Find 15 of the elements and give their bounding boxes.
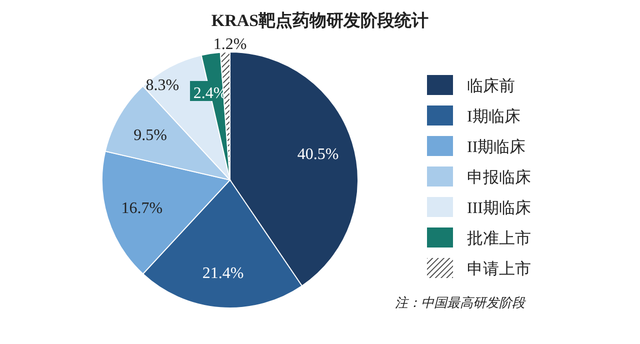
chart-title: KRAS靶点药物研发阶段统计 <box>211 11 429 30</box>
legend-label: 批准上市 <box>467 230 531 248</box>
data-label: 1.2% <box>213 36 247 53</box>
data-label: 16.7% <box>121 200 163 218</box>
legend-label: II期临床 <box>467 138 526 156</box>
data-label: 9.5% <box>134 126 167 144</box>
legend-label: I期临床 <box>467 108 520 126</box>
legend-label: 申报临床 <box>467 168 531 186</box>
legend-label: 临床前 <box>467 77 515 95</box>
text: 注：中国最高研发阶段 <box>395 295 527 310</box>
legend-label: 申请上市 <box>467 260 531 278</box>
data-label: 40.5% <box>297 146 339 163</box>
legend-label: III期临床 <box>467 199 531 217</box>
data-label: 8.3% <box>146 76 180 94</box>
data-label: 21.4% <box>202 264 244 282</box>
